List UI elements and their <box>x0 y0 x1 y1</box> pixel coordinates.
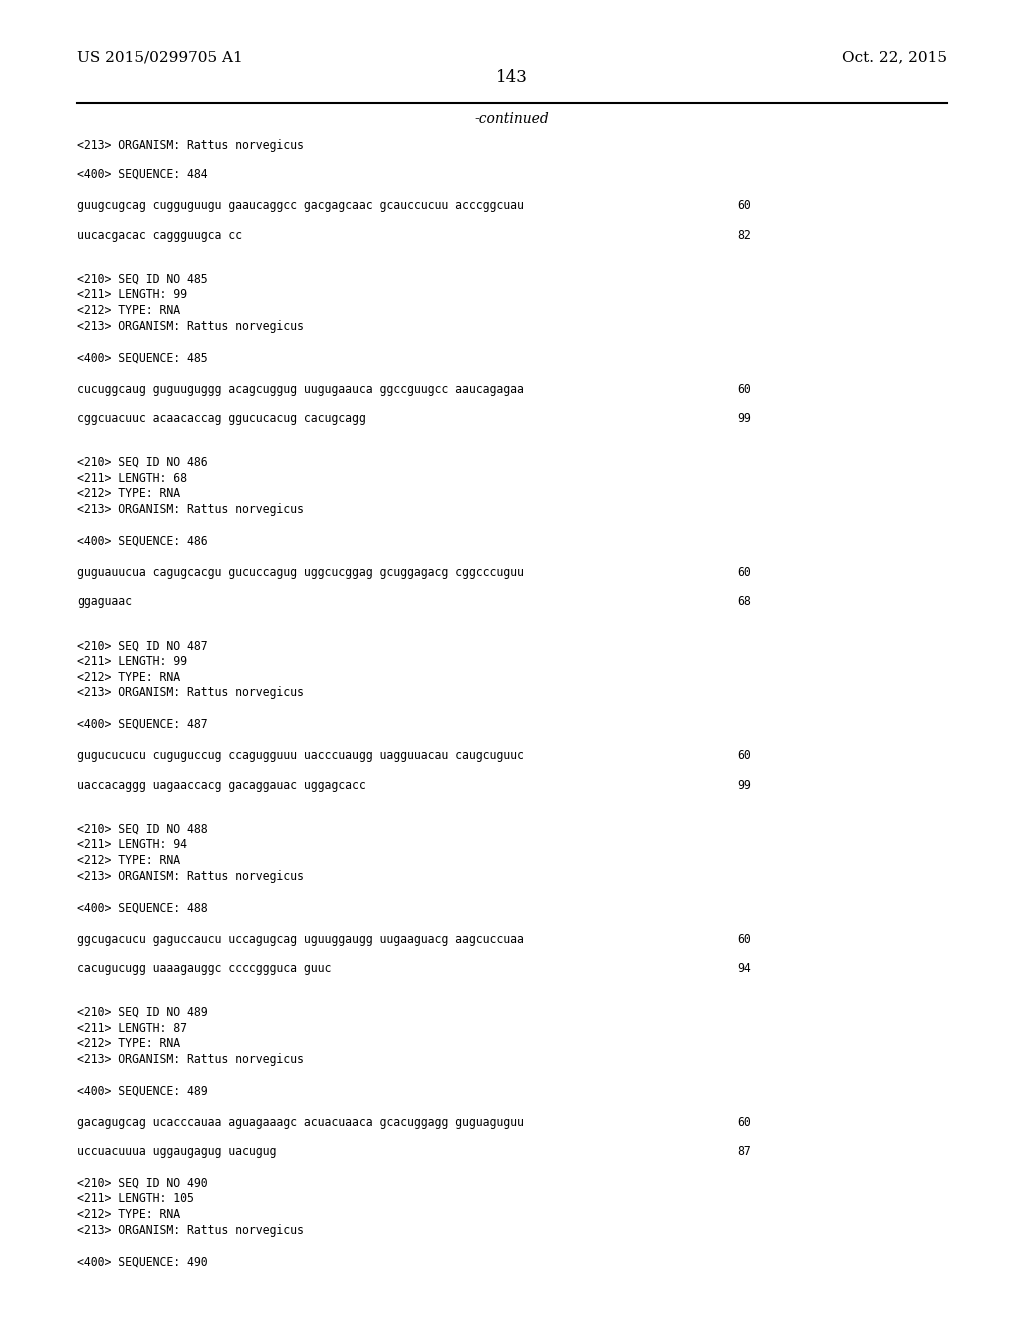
Text: -continued: -continued <box>475 112 549 127</box>
Text: <213> ORGANISM: Rattus norvegicus: <213> ORGANISM: Rattus norvegicus <box>77 1224 304 1237</box>
Text: <210> SEQ ID NO 490: <210> SEQ ID NO 490 <box>77 1176 208 1189</box>
Text: <211> LENGTH: 99: <211> LENGTH: 99 <box>77 655 186 668</box>
Text: gacagugcag ucacccauaa aguagaaagc acuacuaaca gcacuggagg guguaguguu: gacagugcag ucacccauaa aguagaaagc acuacua… <box>77 1115 523 1129</box>
Text: <211> LENGTH: 87: <211> LENGTH: 87 <box>77 1022 186 1035</box>
Text: <400> SEQUENCE: 485: <400> SEQUENCE: 485 <box>77 351 208 364</box>
Text: <212> TYPE: RNA: <212> TYPE: RNA <box>77 671 180 684</box>
Text: uucacgacac caggguugca cc: uucacgacac caggguugca cc <box>77 228 242 242</box>
Text: <400> SEQUENCE: 487: <400> SEQUENCE: 487 <box>77 718 208 731</box>
Text: <400> SEQUENCE: 484: <400> SEQUENCE: 484 <box>77 168 208 181</box>
Text: <213> ORGANISM: Rattus norvegicus: <213> ORGANISM: Rattus norvegicus <box>77 870 304 883</box>
Text: US 2015/0299705 A1: US 2015/0299705 A1 <box>77 50 243 65</box>
Text: guguauucua cagugcacgu gucuccagug uggcucggag gcuggagacg cggcccuguu: guguauucua cagugcacgu gucuccagug uggcucg… <box>77 566 523 579</box>
Text: <210> SEQ ID NO 487: <210> SEQ ID NO 487 <box>77 639 208 652</box>
Text: uaccacaggg uagaaccacg gacaggauac uggagcacc: uaccacaggg uagaaccacg gacaggauac uggagca… <box>77 779 366 792</box>
Text: cucuggcaug guguuguggg acagcuggug uugugaauca ggccguugcc aaucagagaa: cucuggcaug guguuguggg acagcuggug uugugaa… <box>77 383 523 396</box>
Text: 60: 60 <box>737 750 751 763</box>
Text: 60: 60 <box>737 1115 751 1129</box>
Text: cggcuacuuc acaacaccag ggucucacug cacugcagg: cggcuacuuc acaacaccag ggucucacug cacugca… <box>77 412 366 425</box>
Text: Oct. 22, 2015: Oct. 22, 2015 <box>842 50 947 65</box>
Text: 99: 99 <box>737 412 751 425</box>
Text: <211> LENGTH: 94: <211> LENGTH: 94 <box>77 838 186 851</box>
Text: <211> LENGTH: 99: <211> LENGTH: 99 <box>77 288 186 301</box>
Text: <400> SEQUENCE: 486: <400> SEQUENCE: 486 <box>77 535 208 548</box>
Text: 143: 143 <box>496 69 528 86</box>
Text: ggaguaac: ggaguaac <box>77 595 132 609</box>
Text: 60: 60 <box>737 566 751 579</box>
Text: <212> TYPE: RNA: <212> TYPE: RNA <box>77 304 180 317</box>
Text: 60: 60 <box>737 199 751 213</box>
Text: 60: 60 <box>737 383 751 396</box>
Text: <213> ORGANISM: Rattus norvegicus: <213> ORGANISM: Rattus norvegicus <box>77 319 304 333</box>
Text: 99: 99 <box>737 779 751 792</box>
Text: 94: 94 <box>737 962 751 975</box>
Text: <213> ORGANISM: Rattus norvegicus: <213> ORGANISM: Rattus norvegicus <box>77 139 304 152</box>
Text: uccuacuuua uggaugagug uacugug: uccuacuuua uggaugagug uacugug <box>77 1146 276 1159</box>
Text: <213> ORGANISM: Rattus norvegicus: <213> ORGANISM: Rattus norvegicus <box>77 503 304 516</box>
Text: <210> SEQ ID NO 486: <210> SEQ ID NO 486 <box>77 455 208 469</box>
Text: <212> TYPE: RNA: <212> TYPE: RNA <box>77 487 180 500</box>
Text: <400> SEQUENCE: 488: <400> SEQUENCE: 488 <box>77 902 208 915</box>
Text: gugucucucu cuguguccug ccagugguuu uacccuaugg uagguuacau caugcuguuc: gugucucucu cuguguccug ccagugguuu uacccua… <box>77 750 523 763</box>
Text: 87: 87 <box>737 1146 751 1159</box>
Text: <213> ORGANISM: Rattus norvegicus: <213> ORGANISM: Rattus norvegicus <box>77 1053 304 1067</box>
Text: <212> TYPE: RNA: <212> TYPE: RNA <box>77 1208 180 1221</box>
Text: 68: 68 <box>737 595 751 609</box>
Text: ggcugacucu gaguccaucu uccagugcag uguuggaugg uugaaguacg aagcuccuaa: ggcugacucu gaguccaucu uccagugcag uguugga… <box>77 933 523 945</box>
Text: guugcugcag cugguguugu gaaucaggcc gacgagcaac gcauccucuu acccggcuau: guugcugcag cugguguugu gaaucaggcc gacgagc… <box>77 199 523 213</box>
Text: <400> SEQUENCE: 489: <400> SEQUENCE: 489 <box>77 1085 208 1098</box>
Text: <213> ORGANISM: Rattus norvegicus: <213> ORGANISM: Rattus norvegicus <box>77 686 304 700</box>
Text: 82: 82 <box>737 228 751 242</box>
Text: <210> SEQ ID NO 488: <210> SEQ ID NO 488 <box>77 822 208 836</box>
Text: <212> TYPE: RNA: <212> TYPE: RNA <box>77 1038 180 1051</box>
Text: <212> TYPE: RNA: <212> TYPE: RNA <box>77 854 180 867</box>
Text: <400> SEQUENCE: 490: <400> SEQUENCE: 490 <box>77 1255 208 1269</box>
Text: cacugucugg uaaagauggc ccccggguca guuc: cacugucugg uaaagauggc ccccggguca guuc <box>77 962 331 975</box>
Text: <210> SEQ ID NO 485: <210> SEQ ID NO 485 <box>77 273 208 285</box>
Text: 60: 60 <box>737 933 751 945</box>
Text: <211> LENGTH: 105: <211> LENGTH: 105 <box>77 1192 194 1205</box>
Text: <211> LENGTH: 68: <211> LENGTH: 68 <box>77 471 186 484</box>
Text: <210> SEQ ID NO 489: <210> SEQ ID NO 489 <box>77 1006 208 1019</box>
